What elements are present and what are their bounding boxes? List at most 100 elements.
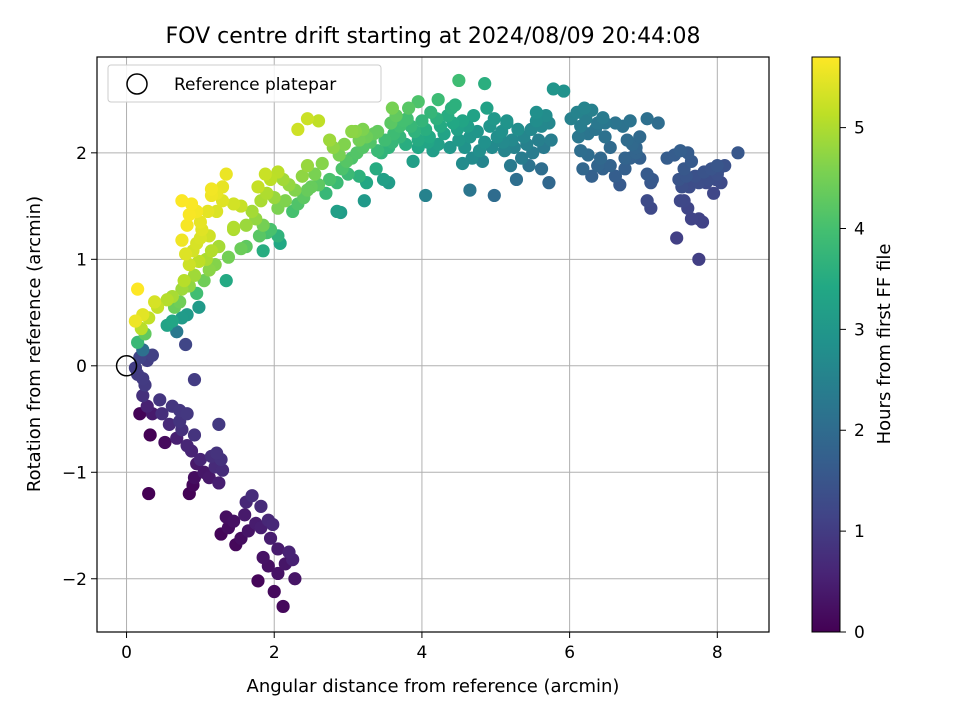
data-point [136,389,150,403]
data-point [182,258,196,272]
data-point [276,599,290,614]
data-point [478,77,492,91]
data-point [330,204,344,218]
data-point [534,162,549,176]
data-point [323,133,337,147]
data-point [245,204,259,218]
data-point [239,218,253,232]
data-point [598,130,612,144]
y-tick-label: −2 [62,570,87,590]
data-point [406,154,420,168]
data-point [608,116,623,130]
colorbar-gradient [811,56,841,633]
data-point [162,417,176,431]
data-point [443,140,457,155]
data-point [731,146,745,160]
colorbar-label: Hours from first FF file [874,244,895,445]
data-point [204,182,219,196]
y-axis-ticks: −2 −1 0 1 2 [62,144,97,590]
data-point [371,144,385,158]
data-point [140,399,154,413]
y-tick-label: −1 [62,463,87,483]
data-point [192,300,206,314]
data-point [618,151,632,165]
data-point [673,144,687,158]
data-point [574,144,588,158]
data-point [165,314,179,328]
data-point [263,531,278,545]
data-point [503,159,518,173]
data-point [215,463,230,477]
data-point [180,407,194,421]
x-tick-label: 4 [417,643,428,663]
data-point [640,194,654,208]
data-point [378,133,392,147]
data-point [376,172,391,187]
data-point [251,574,265,588]
data-point [278,194,292,208]
data-point [603,140,617,155]
data-point [684,212,699,226]
legend-label: Reference platepar [174,75,336,95]
data-point [187,268,202,282]
colorbar-tick-label: 5 [854,119,865,139]
x-tick-label: 0 [121,643,132,663]
data-point [475,154,490,168]
x-axis-label: Angular distance from reference (arcmin) [247,676,620,697]
data-point [467,108,481,123]
data-point [546,82,560,96]
data-point [585,169,599,183]
colorbar-tick-label: 3 [854,320,865,340]
data-point [571,130,586,144]
data-point [180,439,194,453]
y-tick-label: 0 [76,357,87,377]
data-point [532,133,546,147]
data-point [411,95,425,109]
data-point [311,114,326,128]
data-point [640,112,654,126]
data-point [131,335,145,349]
colorbar-ticks: 0 1 2 3 4 5 [840,119,865,643]
data-point [424,105,438,119]
data-point [707,186,721,200]
data-point [470,124,484,139]
colorbar: 0 1 2 3 4 5 Hours from first FF file [811,56,895,643]
data-point [651,116,665,130]
data-point [227,197,241,211]
data-point [193,215,207,229]
data-point [480,101,494,115]
data-point [576,162,590,176]
data-point [170,325,184,339]
plot-frame [96,56,770,633]
data-point [463,183,477,197]
x-tick-label: 8 [712,643,723,663]
data-point [212,417,226,431]
data-point [128,314,142,328]
data-point [258,167,272,181]
legend-box [107,64,382,103]
data-point [710,159,724,173]
data-point [509,172,524,187]
data-point [515,151,529,165]
data-point [187,373,202,387]
data-point [204,244,219,258]
data-point [227,514,241,528]
data-point [238,508,252,522]
data-point [415,114,429,128]
data-point [673,194,687,208]
data-point [251,180,265,194]
data-point [256,244,270,258]
data-point [160,293,174,307]
data-point [544,133,558,147]
data-point [608,169,623,183]
data-point [177,274,191,288]
data-point [300,159,315,173]
data-point [187,428,202,442]
legend-marker-circle [126,73,148,95]
data-point [227,220,241,234]
chart-title: FOV centre drift starting at 2024/08/09 … [166,24,701,49]
data-point [448,98,462,112]
data-point [455,156,470,171]
data-point [337,137,351,151]
data-point [266,517,280,532]
